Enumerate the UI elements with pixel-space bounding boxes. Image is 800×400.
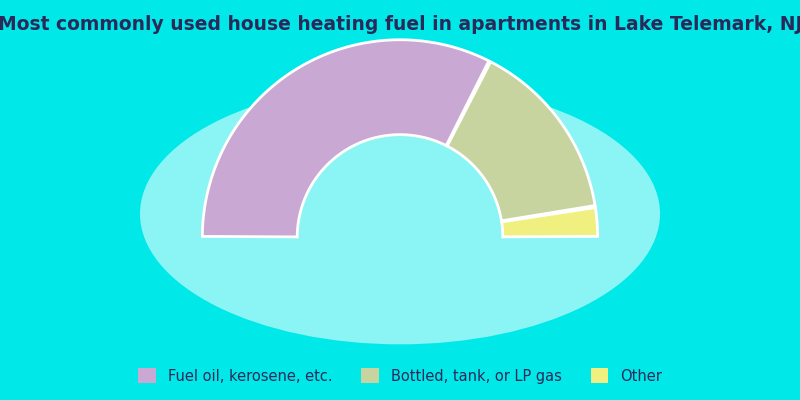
Polygon shape (502, 208, 598, 237)
Polygon shape (202, 40, 489, 237)
Ellipse shape (140, 83, 660, 344)
Text: Most commonly used house heating fuel in apartments in Lake Telemark, NJ: Most commonly used house heating fuel in… (0, 14, 800, 34)
Polygon shape (447, 62, 595, 221)
Legend: Fuel oil, kerosene, etc., Bottled, tank, or LP gas, Other: Fuel oil, kerosene, etc., Bottled, tank,… (133, 362, 667, 390)
